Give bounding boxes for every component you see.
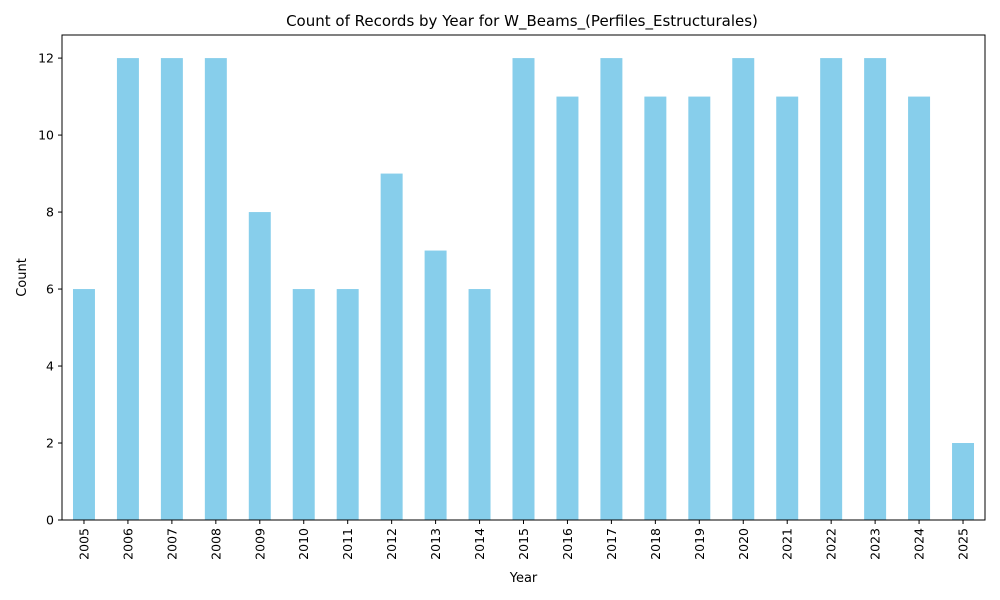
bar-2018 [644,96,667,520]
bar-2009 [248,212,271,521]
bars-group [72,58,975,521]
bar-2008 [204,58,227,520]
x-tick-label: 2006 [120,528,135,560]
x-tick-label: 2010 [296,528,311,560]
x-tick-label: 2005 [76,528,91,560]
x-tick-label: 2008 [208,528,223,560]
x-tick-label: 2022 [824,528,839,560]
bar-2013 [424,250,447,521]
bar-2011 [336,289,359,520]
x-tick-label: 2017 [604,528,619,560]
bar-2012 [380,173,403,521]
x-tick-label: 2020 [736,528,751,560]
y-tick-label: 2 [46,436,54,451]
bar-2006 [116,58,139,520]
bar-2020 [732,58,755,520]
bar-2007 [160,58,183,520]
y-tick-label: 10 [38,128,54,143]
bar-2014 [468,289,491,520]
bar-2021 [776,96,799,520]
x-axis-title: Year [509,571,538,586]
x-tick-label: 2021 [780,528,795,560]
x-tick-label: 2025 [956,528,971,560]
x-tick-label: 2009 [252,528,267,560]
y-tick-label: 0 [46,513,54,528]
bar-2022 [820,58,843,520]
x-tick-label: 2019 [692,528,707,560]
bar-2016 [556,96,579,520]
y-tick-label: 4 [46,359,54,374]
chart-title: Count of Records by Year for W_Beams_(Pe… [286,12,758,31]
y-tick-label: 8 [46,205,54,220]
bar-2025 [952,443,975,520]
bar-2017 [600,58,623,520]
plot-frame [61,34,986,521]
bar-2010 [292,289,315,520]
bar-2015 [512,58,535,520]
y-axis-title: Count [15,258,30,297]
x-tick-label: 2015 [516,528,531,560]
bar-2005 [72,289,95,520]
y-tick-label: 12 [38,51,54,66]
bar-2019 [688,96,711,520]
x-tick-label: 2011 [340,528,355,560]
x-tick-label: 2018 [648,528,663,560]
x-tick-label: 2016 [560,528,575,560]
bar-2023 [864,58,887,520]
x-axis-ticks: 2005 2006 2007 2008 2009 2010 2011 2012 2013 2014… [76,520,971,560]
y-tick-label: 6 [46,282,54,297]
x-tick-label: 2023 [868,528,883,560]
y-axis-ticks: 0 2 4 6 8 10 12 [38,51,62,528]
x-tick-label: 2013 [428,528,443,560]
x-tick-label: 2024 [912,528,927,560]
x-tick-label: 2012 [384,528,399,560]
bar-2024 [908,96,931,520]
x-tick-label: 2014 [472,528,487,560]
x-tick-label: 2007 [164,528,179,560]
